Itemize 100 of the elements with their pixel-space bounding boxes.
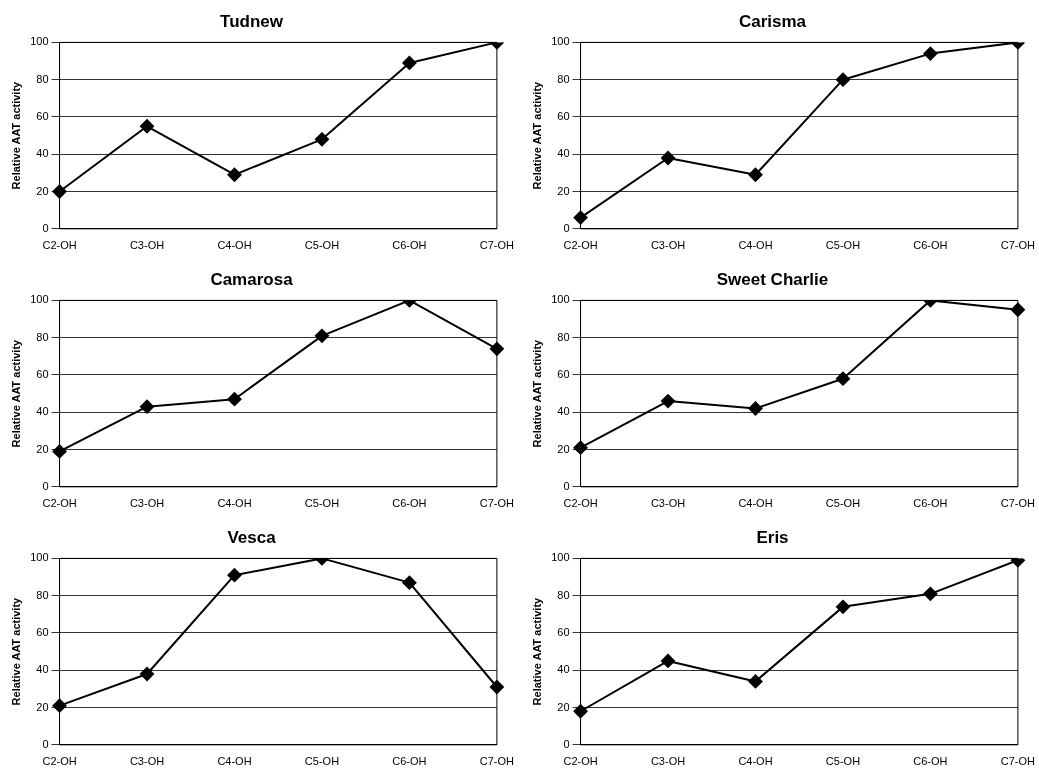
- x-tick-label: C5-OH: [825, 239, 861, 252]
- x-tick-label: C5-OH: [304, 239, 340, 252]
- y-tick-label: 40: [557, 663, 570, 676]
- x-tick-label: C3-OH: [650, 497, 686, 510]
- chart-title: Eris: [756, 527, 789, 547]
- y-tick-label: 100: [30, 293, 49, 306]
- point: [661, 150, 676, 165]
- x-tick-label: C6-OH: [392, 239, 427, 252]
- x-tick-label: C7-OH: [479, 755, 515, 768]
- y-tick-label: 20: [36, 442, 49, 455]
- y-tick-label: 100: [551, 293, 570, 306]
- point: [52, 698, 67, 713]
- point: [52, 444, 67, 459]
- x-tick-label: C2-OH: [42, 497, 77, 510]
- point: [227, 568, 242, 583]
- point: [748, 167, 763, 182]
- y-tick-label: 20: [557, 184, 570, 197]
- y-tick-label: 80: [557, 72, 570, 85]
- y-axis-title: Relative AAT activity: [530, 596, 543, 706]
- x-tick-label: C2-OH: [563, 755, 598, 768]
- chart-title: Sweet Charlie: [716, 269, 829, 289]
- point: [573, 704, 588, 719]
- x-tick-label: C2-OH: [563, 239, 598, 252]
- x-tick-label: C3-OH: [129, 755, 165, 768]
- y-tick-label: 80: [557, 588, 570, 601]
- x-tick-label: C3-OH: [650, 239, 686, 252]
- y-tick-label: 80: [557, 330, 570, 343]
- y-tick-label: 60: [557, 625, 570, 638]
- point: [923, 46, 938, 61]
- y-tick-label: 40: [36, 405, 49, 418]
- y-axis-title: Relative AAT activity: [9, 596, 22, 706]
- y-tick-label: 60: [557, 109, 570, 122]
- point: [140, 399, 155, 414]
- chart-title: Carisma: [738, 11, 807, 31]
- point: [227, 167, 242, 182]
- y-tick-label: 0: [42, 479, 49, 492]
- y-tick-label: 60: [36, 625, 49, 638]
- x-tick-label: C3-OH: [650, 755, 686, 768]
- y-tick-label: 100: [551, 551, 570, 564]
- x-tick-label: C6-OH: [392, 755, 427, 768]
- y-axis-title: Relative AAT activity: [9, 338, 22, 448]
- point: [573, 440, 588, 455]
- chart-title: Vesca: [227, 527, 277, 547]
- y-tick-label: 60: [36, 109, 49, 122]
- x-tick-label: C4-OH: [738, 497, 773, 510]
- y-tick-label: 40: [557, 405, 570, 418]
- y-tick-label: 0: [42, 221, 49, 234]
- point: [835, 371, 850, 386]
- y-tick-label: 80: [36, 330, 49, 343]
- point: [140, 119, 155, 134]
- y-tick-label: 40: [36, 147, 49, 160]
- y-tick-label: 20: [557, 442, 570, 455]
- x-tick-label: C3-OH: [129, 239, 165, 252]
- y-tick-label: 0: [42, 737, 49, 750]
- point: [835, 72, 850, 87]
- x-tick-label: C4-OH: [738, 239, 773, 252]
- y-tick-label: 60: [36, 367, 49, 380]
- y-tick-label: 40: [36, 663, 49, 676]
- y-tick-label: 20: [36, 700, 49, 713]
- x-tick-label: C5-OH: [825, 497, 861, 510]
- y-axis-title: Relative AAT activity: [530, 80, 543, 190]
- y-tick-label: 60: [557, 367, 570, 380]
- y-tick-label: 80: [36, 588, 49, 601]
- point: [402, 55, 417, 70]
- x-tick-label: C6-OH: [913, 497, 948, 510]
- y-axis-title: Relative AAT activity: [530, 338, 543, 448]
- x-tick-label: C4-OH: [738, 755, 773, 768]
- point: [573, 210, 588, 225]
- x-tick-label: C6-OH: [913, 239, 948, 252]
- point: [314, 328, 329, 343]
- point: [748, 674, 763, 689]
- point: [748, 401, 763, 416]
- x-tick-label: C5-OH: [304, 755, 340, 768]
- x-tick-label: C4-OH: [217, 755, 252, 768]
- point: [923, 586, 938, 601]
- point: [661, 653, 676, 668]
- point: [661, 394, 676, 409]
- x-tick-label: C2-OH: [563, 497, 598, 510]
- x-tick-label: C5-OH: [304, 497, 340, 510]
- y-tick-label: 0: [563, 737, 570, 750]
- y-tick-label: 40: [557, 147, 570, 160]
- y-tick-label: 20: [36, 184, 49, 197]
- x-tick-label: C4-OH: [217, 239, 252, 252]
- y-tick-label: 0: [563, 479, 570, 492]
- x-tick-label: C7-OH: [479, 497, 515, 510]
- x-tick-label: C2-OH: [42, 755, 77, 768]
- chart-title: Tudnew: [220, 11, 284, 31]
- x-tick-label: C7-OH: [1000, 239, 1036, 252]
- point: [52, 184, 67, 199]
- point: [835, 599, 850, 614]
- x-tick-label: C2-OH: [42, 239, 77, 252]
- y-tick-label: 100: [30, 551, 49, 564]
- chart-title: Camarosa: [210, 269, 294, 289]
- point: [227, 392, 242, 407]
- x-tick-label: C3-OH: [129, 497, 165, 510]
- x-tick-label: C4-OH: [217, 497, 252, 510]
- y-tick-label: 0: [563, 221, 570, 234]
- x-tick-label: C6-OH: [913, 755, 948, 768]
- point: [140, 666, 155, 681]
- y-tick-label: 80: [36, 72, 49, 85]
